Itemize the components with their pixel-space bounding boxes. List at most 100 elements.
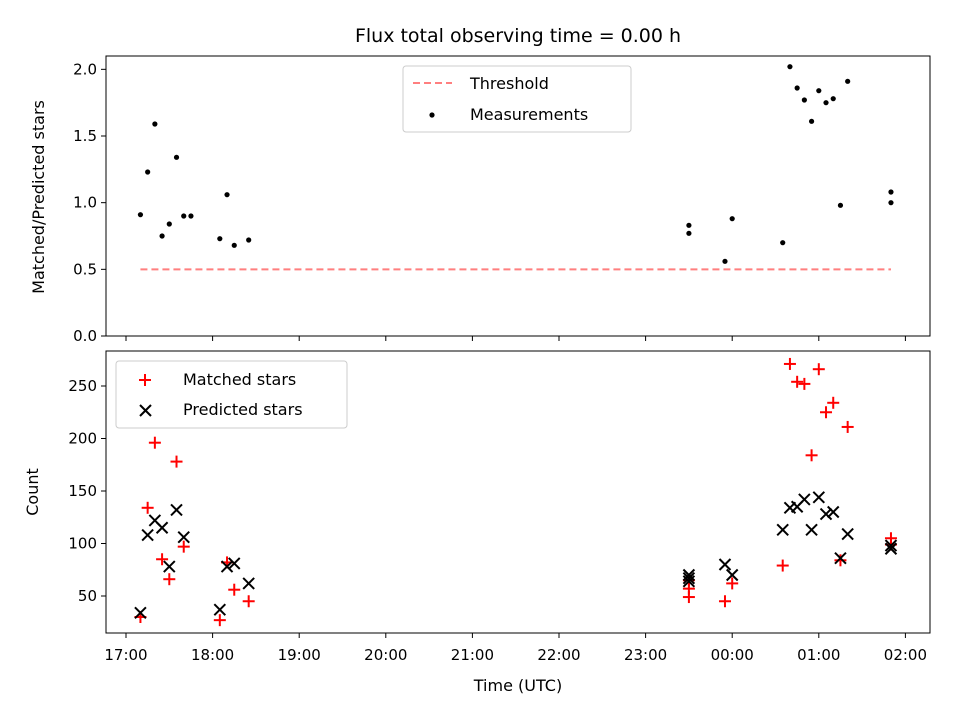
predicted-star-point bbox=[798, 493, 811, 506]
predicted-star-point bbox=[841, 527, 854, 541]
predicted-star-point bbox=[725, 568, 739, 582]
matched-star-point bbox=[163, 573, 176, 586]
predicted-star-point bbox=[163, 560, 176, 573]
measurement-point bbox=[173, 154, 180, 160]
measurement-point bbox=[137, 212, 144, 218]
measurement-point bbox=[188, 213, 194, 219]
predicted-star-point bbox=[884, 542, 898, 555]
bottom-xtick-label: 20:00 bbox=[364, 646, 407, 664]
measurement-point bbox=[217, 236, 223, 242]
measurement-point bbox=[152, 121, 158, 127]
legend-measurements-label: Measurements bbox=[470, 105, 588, 124]
measurement-point bbox=[686, 222, 692, 228]
measurement-point bbox=[794, 85, 800, 91]
measurement-point bbox=[823, 100, 829, 106]
measurement-point bbox=[830, 96, 836, 102]
bottom-xtick-label: 18:00 bbox=[191, 646, 234, 664]
measurement-point bbox=[686, 230, 692, 236]
legend-predicted-swatch bbox=[139, 404, 152, 417]
bottom-legend: Matched stars Predicted stars bbox=[115, 360, 348, 429]
predicted-star-point bbox=[177, 530, 190, 544]
bottom-xtick-label: 22:00 bbox=[537, 646, 580, 664]
matched-star-point bbox=[798, 377, 811, 390]
bottom-xtick-label: 19:00 bbox=[278, 646, 321, 664]
measurement-point bbox=[808, 118, 815, 124]
bottom-legend-frame bbox=[115, 360, 348, 429]
legend-matched-swatch bbox=[139, 374, 151, 386]
measurement-point bbox=[722, 258, 728, 264]
matched-star-point bbox=[776, 559, 789, 572]
matched-star-point bbox=[213, 614, 226, 627]
matched-star-point bbox=[228, 583, 241, 596]
bottom-ytick-label: 50 bbox=[78, 587, 97, 605]
top-legend: Threshold Measurements bbox=[402, 65, 632, 133]
matched-star-point bbox=[805, 449, 818, 462]
matched-star-point bbox=[726, 577, 739, 590]
predicted-star-point bbox=[834, 551, 847, 565]
bottom-ytick-label: 100 bbox=[68, 535, 97, 553]
predicted-star-point bbox=[805, 523, 818, 537]
top-ytick-label: 0.0 bbox=[73, 327, 97, 345]
matched-star-point bbox=[812, 363, 825, 376]
predicted-star-point bbox=[812, 491, 826, 504]
matched-star-point bbox=[177, 540, 190, 553]
predicted-star-point bbox=[228, 557, 241, 570]
measurement-point bbox=[166, 221, 172, 227]
legend-threshold-label: Threshold bbox=[469, 74, 549, 93]
matched-star-point bbox=[141, 501, 154, 514]
measurement-point bbox=[888, 200, 894, 206]
bottom-xtick-label: 17:00 bbox=[104, 646, 147, 664]
predicted-star-point bbox=[682, 568, 696, 582]
legend-measurements-swatch bbox=[429, 112, 435, 118]
matched-star-point bbox=[820, 406, 833, 419]
measurement-point bbox=[181, 213, 187, 219]
top-ytick-label: 0.5 bbox=[73, 260, 97, 278]
top-ylabel: Matched/Predicted stars bbox=[29, 100, 48, 294]
predicted-star-point bbox=[827, 505, 840, 519]
predicted-star-point bbox=[213, 603, 227, 616]
predicted-star-point bbox=[141, 528, 154, 542]
measurement-point bbox=[837, 202, 844, 208]
bottom-xtick-label: 23:00 bbox=[624, 646, 667, 664]
predicted-star-point bbox=[170, 503, 183, 517]
top-ytick-label: 1.5 bbox=[73, 127, 97, 145]
measurement-point bbox=[780, 240, 786, 246]
matched-star-point bbox=[841, 420, 854, 433]
matched-star-point bbox=[791, 375, 804, 388]
matched-star-point bbox=[827, 396, 840, 409]
predicted-star-point bbox=[819, 507, 833, 521]
chart-title: Flux total observing time = 0.00 h bbox=[355, 25, 681, 47]
bottom-ytick-label: 200 bbox=[68, 430, 97, 448]
predicted-star-point bbox=[718, 558, 732, 571]
predicted-star-point bbox=[155, 521, 169, 534]
matched-star-point bbox=[170, 455, 183, 468]
bottom-xtick-label: 01:00 bbox=[797, 646, 840, 664]
measurement-point bbox=[729, 216, 735, 222]
matched-star-point bbox=[834, 554, 847, 567]
bottom-xtick-label: 00:00 bbox=[711, 646, 754, 664]
measurement-point bbox=[145, 169, 151, 175]
matched-star-point bbox=[148, 436, 161, 449]
legend-predicted-label: Predicted stars bbox=[183, 400, 303, 419]
predicted-star-point bbox=[682, 571, 696, 585]
measurement-point bbox=[845, 78, 851, 84]
predicted-star-point bbox=[242, 577, 255, 590]
legend-matched-label: Matched stars bbox=[183, 370, 296, 389]
matched-star-point bbox=[783, 357, 796, 370]
measurement-point bbox=[888, 189, 894, 195]
measurement-point bbox=[787, 64, 793, 70]
top-ytick-label: 1.0 bbox=[73, 194, 97, 212]
bottom-xlabel: Time (UTC) bbox=[473, 676, 562, 695]
bottom-ylabel: Count bbox=[23, 468, 42, 516]
predicted-star-point bbox=[776, 523, 789, 537]
top-ytick-label: 2.0 bbox=[73, 60, 97, 78]
measurement-point bbox=[246, 237, 252, 243]
bottom-xtick-label: 21:00 bbox=[451, 646, 494, 664]
bottom-xtick-label: 02:00 bbox=[884, 646, 927, 664]
predicted-star-point bbox=[134, 606, 147, 620]
measurement-point bbox=[231, 242, 237, 248]
matched-star-point bbox=[718, 595, 731, 608]
predicted-star-point bbox=[884, 539, 898, 552]
bottom-ytick-label: 250 bbox=[68, 377, 97, 395]
